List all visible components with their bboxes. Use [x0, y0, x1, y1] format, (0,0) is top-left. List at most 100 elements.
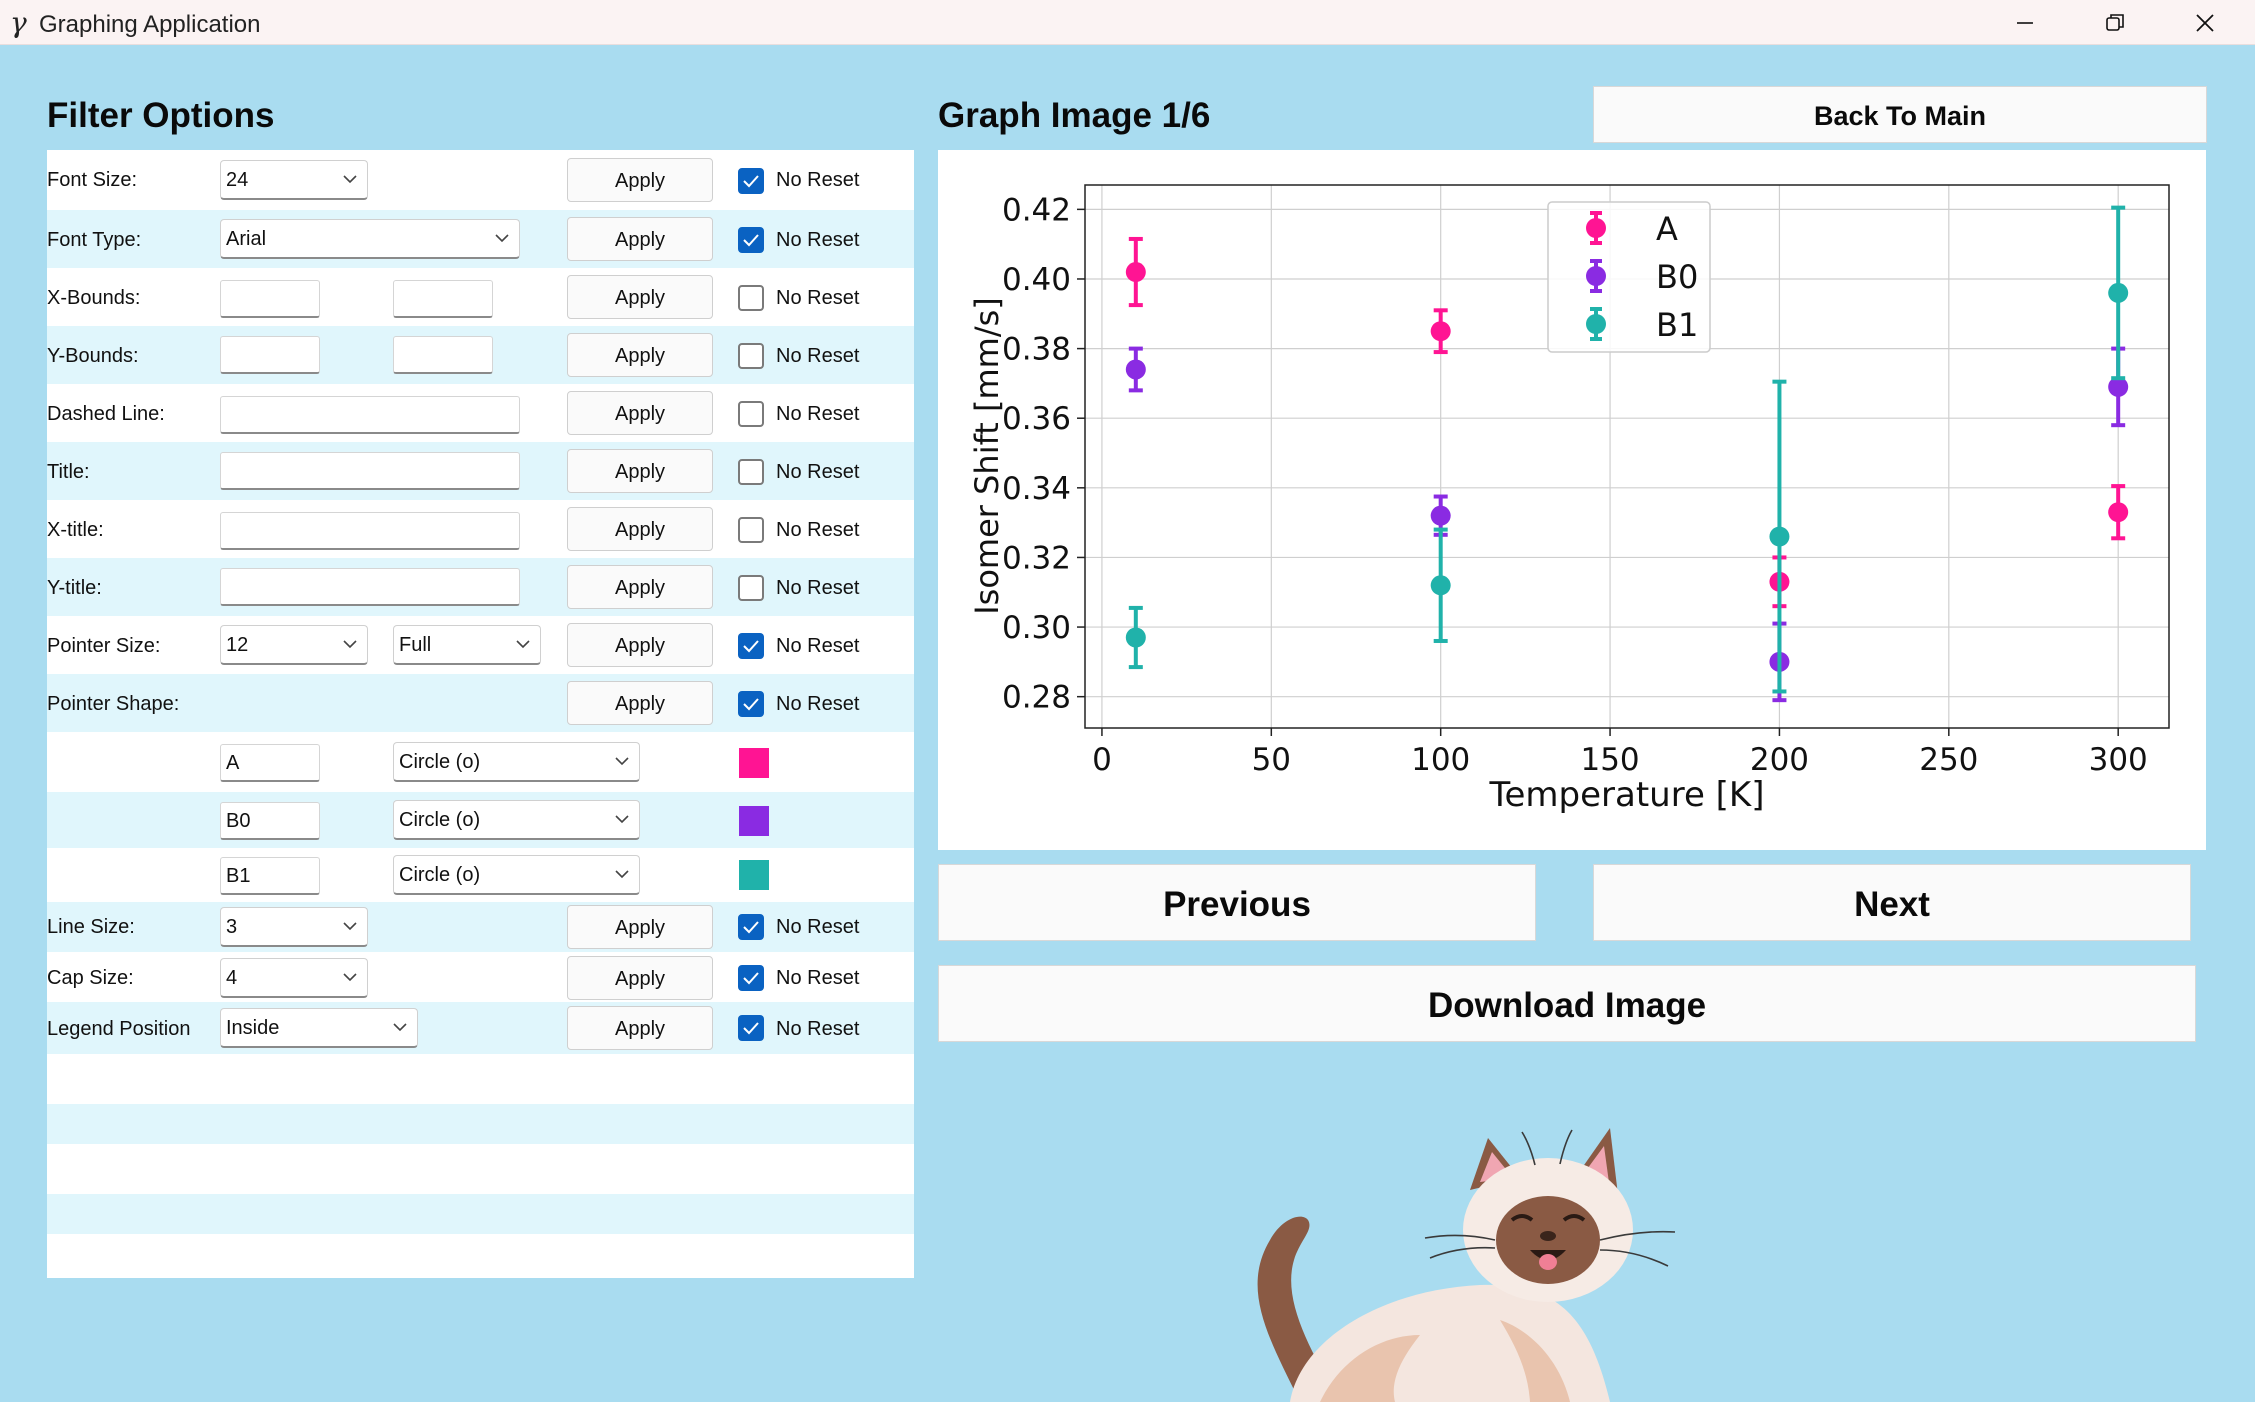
series-shape-select[interactable]: Circle (o): [393, 855, 640, 895]
no-reset-label: No Reset: [776, 229, 860, 251]
dashed-line-input[interactable]: [220, 396, 520, 434]
y-tick-label: 0.34: [1002, 471, 1071, 507]
x-tick-label: 200: [1750, 742, 1809, 778]
apply-button[interactable]: Apply: [567, 217, 713, 261]
no-reset-checkbox[interactable]: [738, 227, 764, 253]
minimize-button[interactable]: [1980, 0, 2070, 45]
no-reset-checkbox[interactable]: [738, 965, 764, 991]
no-reset-checkbox[interactable]: [738, 575, 764, 601]
no-reset-label: No Reset: [776, 1018, 860, 1040]
filter-row-line-size: Line Size: 3 Apply No Reset: [47, 902, 914, 952]
no-reset-checkbox[interactable]: [738, 401, 764, 427]
series-name-input[interactable]: A: [220, 744, 320, 782]
chevron-down-icon: [615, 757, 629, 766]
legend-marker: [1586, 218, 1606, 238]
data-point: [1125, 262, 1146, 283]
x-title-label: X-title:: [47, 519, 104, 541]
x-tick-label: 150: [1580, 742, 1639, 778]
apply-button[interactable]: Apply: [567, 565, 713, 609]
no-reset-checkbox[interactable]: [738, 168, 764, 194]
series-b0: [1125, 346, 2129, 703]
graph-image: 0 50 100 150 200 250 300 0.28 0.30 0.32 0.34 0.36 0.…: [938, 150, 2206, 850]
no-reset-checkbox[interactable]: [738, 691, 764, 717]
line-size-label: Line Size:: [47, 916, 135, 938]
y-title-input[interactable]: [220, 568, 520, 606]
axis-ticks: 0 50 100 150 200 250 300 0.28 0.30 0.32 0.34 0.36 0.…: [1002, 192, 2148, 778]
y-tick-label: 0.30: [1002, 610, 1071, 646]
pointer-size-select[interactable]: 12: [220, 625, 368, 665]
y-min-input[interactable]: [220, 336, 320, 374]
apply-button[interactable]: Apply: [567, 905, 713, 949]
empty-row: [47, 1054, 914, 1104]
apply-button[interactable]: Apply: [567, 1006, 713, 1050]
pointer-fill-select[interactable]: Full: [393, 625, 541, 665]
no-reset-checkbox[interactable]: [738, 1015, 764, 1041]
no-reset-checkbox[interactable]: [738, 914, 764, 940]
apply-button[interactable]: Apply: [567, 681, 713, 725]
title-input[interactable]: [220, 452, 520, 490]
gamma-icon: γ: [10, 6, 27, 39]
x-tick-label: 300: [2089, 742, 2148, 778]
font-type-select[interactable]: Arial: [220, 219, 520, 259]
no-reset-label: No Reset: [776, 519, 860, 541]
apply-button[interactable]: Apply: [567, 507, 713, 551]
previous-button[interactable]: Previous: [938, 864, 1536, 941]
chevron-down-icon: [615, 870, 629, 879]
legend: A B0 B1: [1547, 201, 1711, 353]
filter-row-y-bounds: Y-Bounds: Apply No Reset: [47, 326, 914, 384]
series-name-input[interactable]: B1: [220, 857, 320, 895]
maximize-button[interactable]: [2070, 0, 2160, 45]
filter-row-y-title: Y-title: Apply No Reset: [47, 558, 914, 616]
empty-row: [47, 1144, 914, 1194]
next-button[interactable]: Next: [1593, 864, 2191, 941]
series-shape-select[interactable]: Circle (o): [393, 742, 640, 782]
apply-button[interactable]: Apply: [567, 623, 713, 667]
cap-size-label: Cap Size:: [47, 967, 134, 989]
no-reset-label: No Reset: [776, 635, 860, 657]
data-point: [1769, 526, 1790, 547]
chevron-down-icon: [343, 175, 357, 184]
cap-size-select[interactable]: 4: [220, 958, 368, 998]
y-axis-title: Isomer Shift [mm/s]: [968, 297, 1006, 615]
series-color-swatch[interactable]: [739, 860, 769, 890]
series-name-input[interactable]: B0: [220, 802, 320, 840]
apply-button[interactable]: Apply: [567, 391, 713, 435]
dashed-line-label: Dashed Line:: [47, 403, 165, 425]
back-to-main-button[interactable]: Back To Main: [1593, 86, 2207, 143]
apply-button[interactable]: Apply: [567, 275, 713, 319]
minimize-icon: [2017, 21, 2033, 24]
series-color-swatch[interactable]: [739, 748, 769, 778]
apply-button[interactable]: Apply: [567, 333, 713, 377]
no-reset-checkbox[interactable]: [738, 459, 764, 485]
x-title-input[interactable]: [220, 512, 520, 550]
empty-row: [47, 1194, 914, 1234]
series-shape-select[interactable]: Circle (o): [393, 800, 640, 840]
no-reset-checkbox[interactable]: [738, 285, 764, 311]
apply-button[interactable]: Apply: [567, 956, 713, 1000]
series-color-swatch[interactable]: [739, 806, 769, 836]
no-reset-checkbox[interactable]: [738, 517, 764, 543]
x-tick-label: 250: [1919, 742, 1978, 778]
x-min-input[interactable]: [220, 280, 320, 318]
data-point: [1125, 359, 1146, 380]
download-image-button[interactable]: Download Image: [938, 965, 2196, 1042]
window-title: Graphing Application: [39, 11, 261, 38]
apply-button[interactable]: Apply: [567, 449, 713, 493]
font-size-select[interactable]: 24: [220, 160, 368, 200]
chevron-down-icon: [615, 815, 629, 824]
plot-area-frame: [1084, 184, 2170, 729]
close-button[interactable]: [2160, 0, 2250, 45]
y-max-input[interactable]: [393, 336, 493, 374]
apply-button[interactable]: Apply: [567, 158, 713, 202]
chevron-down-icon: [495, 234, 509, 243]
chevron-down-icon: [343, 973, 357, 982]
no-reset-checkbox[interactable]: [738, 343, 764, 369]
legend-position-select[interactable]: Inside: [220, 1008, 418, 1048]
series-row-b1: B1 Circle (o): [47, 848, 914, 902]
x-max-input[interactable]: [393, 280, 493, 318]
data-point: [1430, 505, 1451, 526]
no-reset-checkbox[interactable]: [738, 633, 764, 659]
line-size-select[interactable]: 3: [220, 907, 368, 947]
filter-row-font-type: Font Type: Arial Apply No Reset: [47, 210, 914, 268]
cat-illustration: [1230, 1120, 1790, 1402]
